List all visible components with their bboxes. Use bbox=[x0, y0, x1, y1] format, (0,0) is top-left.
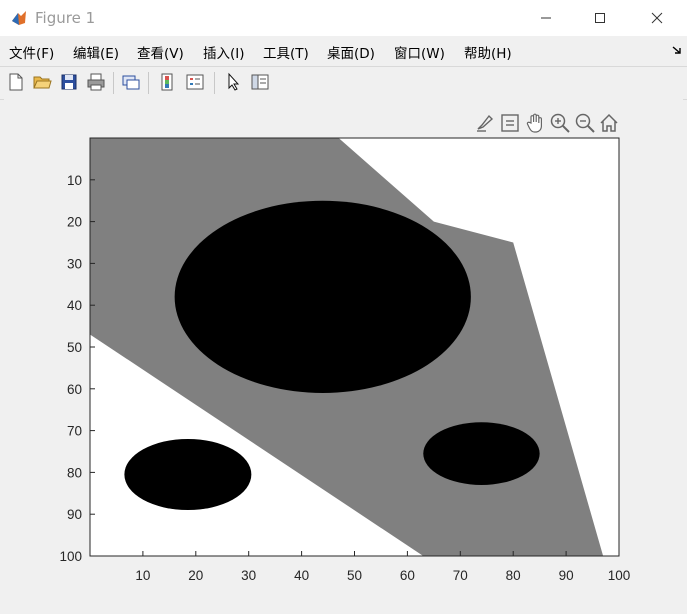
toolbar-separator bbox=[214, 72, 215, 94]
x-tick-label: 60 bbox=[400, 568, 415, 583]
x-tick-label: 10 bbox=[135, 568, 150, 583]
menu-edit[interactable]: 编辑(E) bbox=[73, 46, 120, 62]
toolbar-separator bbox=[148, 72, 149, 94]
y-tick-label: 90 bbox=[67, 507, 82, 522]
pointer-icon[interactable] bbox=[224, 72, 244, 92]
axes-toolbar bbox=[474, 112, 624, 136]
minimize-button[interactable] bbox=[523, 0, 569, 36]
toolbar-separator bbox=[113, 72, 114, 94]
menu-bar: 文件(F) 编辑(E) 查看(V) 插入(I) 工具(T) 桌面(D) 窗口(W… bbox=[0, 36, 687, 66]
close-icon bbox=[651, 12, 663, 24]
black-circle-2 bbox=[124, 438, 252, 511]
x-tick-label: 90 bbox=[559, 568, 574, 583]
y-tick-label: 100 bbox=[59, 549, 82, 564]
minimize-icon bbox=[541, 17, 551, 19]
x-tick-label: 40 bbox=[294, 568, 309, 583]
pan-hand-icon[interactable] bbox=[524, 112, 546, 134]
print-icon[interactable] bbox=[86, 72, 106, 92]
brush-icon[interactable] bbox=[474, 112, 496, 134]
legend-icon[interactable] bbox=[185, 72, 205, 92]
y-tick-label: 20 bbox=[67, 215, 82, 230]
y-tick-label: 50 bbox=[67, 340, 82, 355]
black-circle-3 bbox=[423, 422, 540, 485]
menu-insert[interactable]: 插入(I) bbox=[203, 46, 245, 62]
x-tick-label: 100 bbox=[608, 568, 631, 583]
menu-window[interactable]: 窗口(W) bbox=[394, 46, 445, 62]
x-tick-label: 50 bbox=[347, 568, 362, 583]
y-tick-label: 40 bbox=[67, 298, 82, 313]
y-tick-label: 10 bbox=[67, 173, 82, 188]
x-tick-label: 80 bbox=[506, 568, 521, 583]
property-editor-icon[interactable] bbox=[250, 72, 270, 92]
menu-desktop[interactable]: 桌面(D) bbox=[327, 46, 375, 62]
zoom-in-icon[interactable] bbox=[549, 112, 571, 134]
y-tick-label: 60 bbox=[67, 382, 82, 397]
x-tick-label: 30 bbox=[241, 568, 256, 583]
maximize-button[interactable] bbox=[577, 0, 623, 36]
maximize-icon bbox=[595, 13, 605, 23]
matlab-logo-icon bbox=[12, 11, 26, 25]
menu-file[interactable]: 文件(F) bbox=[9, 46, 55, 62]
save-icon[interactable] bbox=[59, 72, 79, 92]
open-folder-icon[interactable] bbox=[32, 72, 52, 92]
image-data bbox=[90, 138, 619, 556]
y-tick-label: 70 bbox=[67, 424, 82, 439]
x-tick-label: 20 bbox=[188, 568, 203, 583]
window-edge bbox=[684, 180, 686, 500]
menu-help[interactable]: 帮助(H) bbox=[464, 46, 512, 62]
y-tick-label: 30 bbox=[67, 256, 82, 271]
zoom-out-icon[interactable] bbox=[574, 112, 596, 134]
black-circle-1 bbox=[174, 200, 471, 393]
title-bar: Figure 1 bbox=[0, 0, 687, 36]
y-tick-label: 80 bbox=[67, 465, 82, 480]
link-axes-icon[interactable] bbox=[121, 72, 141, 92]
menu-view[interactable]: 查看(V) bbox=[137, 46, 184, 62]
window-title: Figure 1 bbox=[35, 9, 96, 27]
data-tips-icon[interactable] bbox=[499, 112, 521, 134]
dock-arrow-icon[interactable] bbox=[672, 45, 682, 55]
restore-view-icon[interactable] bbox=[598, 112, 620, 134]
colorbar-icon[interactable] bbox=[158, 72, 178, 92]
close-button[interactable] bbox=[634, 0, 680, 36]
new-file-icon[interactable] bbox=[6, 72, 26, 92]
menu-tools[interactable]: 工具(T) bbox=[263, 46, 309, 62]
x-tick-label: 70 bbox=[453, 568, 468, 583]
